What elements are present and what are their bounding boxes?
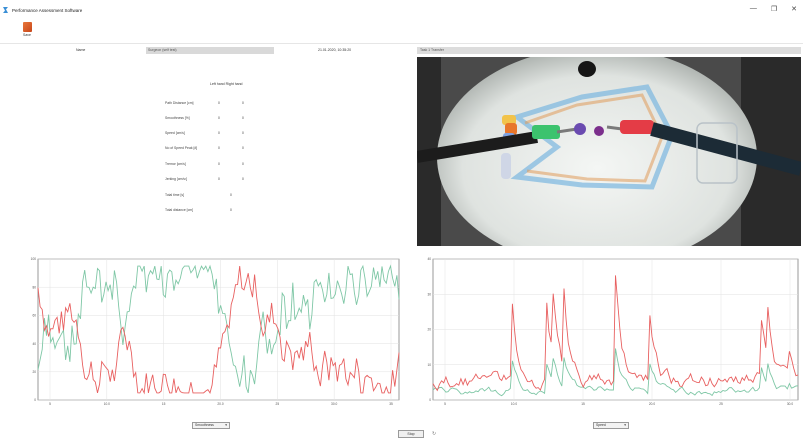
metric-right-value: 0	[242, 146, 244, 150]
metric-row: Total time [s] 0	[150, 191, 280, 199]
metric-left-value: 0	[218, 177, 220, 181]
app-logo-icon	[3, 7, 8, 13]
speed-metric-dropdown[interactable]: Speed ▾	[593, 422, 629, 429]
x-tick-label: 15	[162, 402, 166, 406]
surgical-training-video-image	[417, 57, 801, 246]
chevron-down-icon: ▾	[225, 423, 227, 427]
metric-label: No of Speed Peak [#]	[165, 146, 198, 150]
metric-right-value: 0	[242, 177, 244, 181]
y-tick-label: 40	[32, 342, 36, 346]
metric-value: 0	[230, 193, 232, 197]
maximize-icon[interactable]: ❐	[770, 6, 778, 13]
series-line-b	[37, 264, 400, 394]
dropdown-value: Speed	[596, 423, 606, 427]
y-tick-label: 100	[31, 257, 37, 261]
metric-left-value: 0	[218, 116, 220, 120]
window-controls: — ❐ ✕	[750, 5, 797, 13]
metric-label: Tremor [cm/s]	[165, 162, 186, 166]
metric-right-value: 0	[242, 116, 244, 120]
info-row: Name Surgeon (self test) 21.01.2020, 10:…	[0, 46, 803, 56]
metric-row: Speed [cm/s] 0 0	[150, 129, 280, 137]
y-tick-label: 20	[427, 328, 431, 332]
y-tick-label: 80	[32, 285, 36, 289]
close-icon[interactable]: ✕	[791, 6, 797, 13]
video-title-bar: Task 1 Transfer	[417, 47, 801, 54]
x-tick-label: 35	[389, 402, 393, 406]
title-bar: Performance Assessment Software — ❐ ✕	[0, 0, 803, 20]
plot-area	[37, 258, 400, 401]
y-tick-label: 40	[427, 257, 431, 261]
metric-row: Path Distance [cm] 0 0	[150, 99, 280, 107]
metric-right-value: 0	[242, 162, 244, 166]
save-button[interactable]: Save	[20, 22, 34, 37]
series-line-a	[432, 275, 799, 392]
save-label: Save	[23, 33, 31, 37]
x-tick-label: 20.0	[649, 402, 655, 406]
refresh-icon: ↻	[432, 431, 437, 437]
series-line-b	[432, 348, 799, 397]
metric-row: Jerking [cm/s²] 0 0	[150, 175, 280, 183]
stop-button[interactable]: Stop	[398, 430, 424, 438]
metric-label: Total distance [cm]	[165, 208, 194, 212]
y-tick-label: 0	[34, 398, 36, 402]
x-tick-label: 5	[49, 402, 51, 406]
y-tick-label: 60	[32, 314, 36, 318]
smoothness-metric-dropdown[interactable]: Smoothness ▾	[192, 422, 230, 429]
x-tick-label: 30.0	[787, 402, 793, 406]
metric-left-value: 0	[218, 146, 220, 150]
y-tick-label: 20	[32, 370, 36, 374]
x-tick-label: 20.0	[217, 402, 223, 406]
metric-right-value: 0	[242, 101, 244, 105]
video-frame	[417, 57, 801, 246]
y-tick-label: 0	[429, 398, 431, 402]
x-tick-label: 30.0	[331, 402, 337, 406]
metric-left-value: 0	[218, 101, 220, 105]
x-tick-label: 10.0	[511, 402, 517, 406]
smoothness-chart: 100 80 60 40 20 0 5 10.0 15 20.0 25 30.0 35	[24, 255, 402, 410]
name-label: Name	[76, 48, 86, 52]
save-icon	[22, 22, 32, 32]
session-datetime: 21.01.2020, 10:35:20	[318, 48, 352, 52]
metric-row: Smoothness [%] 0 0	[150, 114, 280, 122]
metric-value: 0	[230, 208, 232, 212]
metric-label: Total time [s]	[165, 193, 185, 197]
smoothness-chart-svg: 100 80 60 40 20 0 5 10.0 15 20.0 25 30.0 35	[31, 257, 400, 406]
metrics-header: Left hand Right hand	[210, 82, 243, 86]
x-tick-label: 15	[581, 402, 585, 406]
metric-left-value: 0	[218, 131, 220, 135]
metric-right-value: 0	[242, 131, 244, 135]
toolbar: Save	[0, 20, 803, 44]
minimize-icon[interactable]: —	[749, 5, 757, 12]
x-tick-label: 25	[719, 402, 723, 406]
metric-row: Tremor [cm/s] 0 0	[150, 160, 280, 168]
name-field[interactable]: Surgeon (self test)	[146, 47, 274, 54]
x-tick-label: 5	[444, 402, 446, 406]
y-tick-label: 10	[427, 363, 431, 367]
dropdown-value: Smoothness	[195, 423, 214, 427]
metric-label: Path Distance [cm]	[165, 101, 194, 105]
window-title: Performance Assessment Software	[12, 7, 83, 13]
metric-label: Speed [cm/s]	[165, 131, 185, 135]
metric-row: Total distance [cm] 0	[150, 206, 280, 214]
speed-chart: 40 30 20 10 0 5 10.0 15 20.0 25 30.0	[419, 255, 801, 410]
x-tick-label: 25	[276, 402, 280, 406]
metric-row: No of Speed Peak [#] 0 0	[150, 144, 280, 152]
speed-chart-svg: 40 30 20 10 0 5 10.0 15 20.0 25 30.0	[427, 257, 799, 406]
metric-left-value: 0	[218, 162, 220, 166]
metric-label: Jerking [cm/s²]	[165, 177, 188, 181]
y-tick-label: 30	[427, 292, 431, 296]
series-line-a	[37, 266, 400, 395]
metric-label: Smoothness [%]	[165, 116, 190, 120]
chevron-down-icon: ▾	[624, 423, 626, 427]
x-tick-label: 10.0	[104, 402, 110, 406]
